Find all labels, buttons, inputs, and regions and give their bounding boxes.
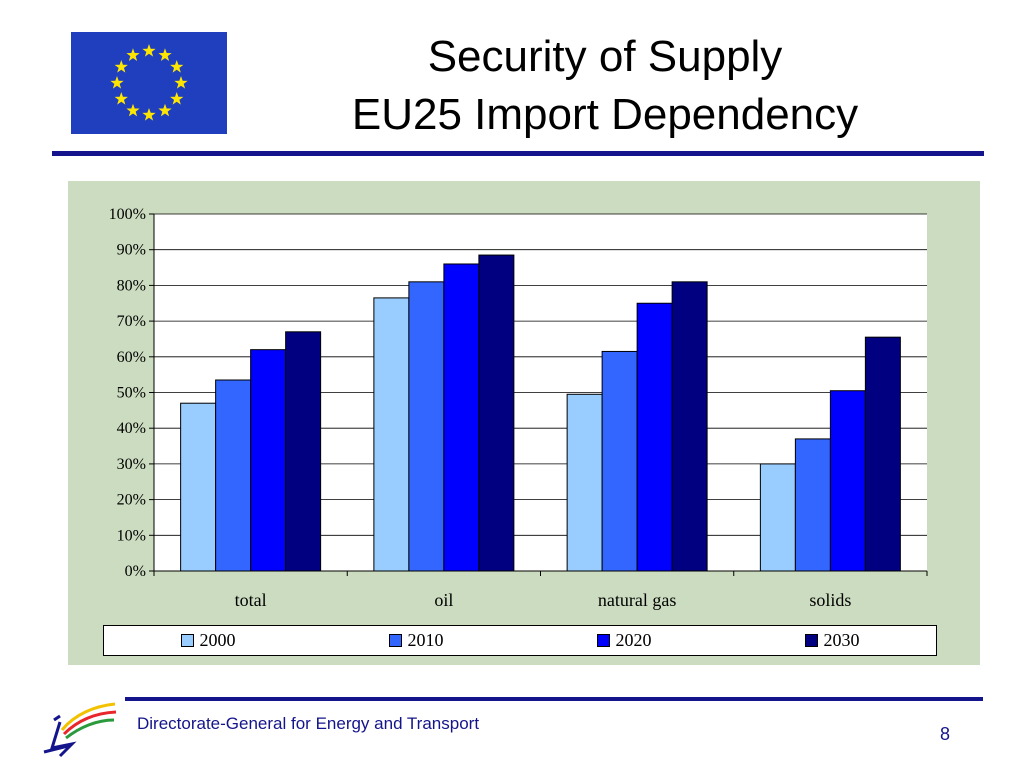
flag-star-icon [126,103,140,117]
bars [180,254,901,572]
x-tick-label: total [235,590,267,610]
page-number: 8 [940,724,951,744]
y-tick-label: 100% [109,206,146,223]
bar-2010-total [215,379,252,572]
legend-label: 2030 [823,630,860,650]
y-tick-label: 50% [117,385,146,402]
x-tick-label: solids [809,590,851,610]
flag-star-icon [114,60,128,73]
legend-item: 2010 [312,630,520,651]
bottom-divider [125,697,983,701]
y-tick-label: 60% [117,349,146,366]
flag-star-icon [142,44,156,57]
bar-2020-solids [829,390,866,572]
legend-item: 2000 [104,630,312,651]
flag-star-icon [170,92,184,105]
bar-chart: 0% 10% 20% 30% 40% 50% 60% 70% 80% 90% 100% total o… [109,206,928,610]
flag-star-icon [174,76,188,89]
slide-title: Security of Supply EU25 Import Dependenc… [230,28,980,144]
bar-2020-natural-gas [636,302,673,572]
title-line-2: EU25 Import Dependency [351,90,859,139]
y-tick-label: 30% [117,456,146,473]
top-divider [52,151,984,156]
legend-label: 2010 [407,630,444,650]
bar-2020-oil [443,263,480,572]
y-tick-label: 20% [117,492,146,509]
y-tick-label: 90% [117,242,146,259]
legend-item: 2020 [520,630,728,651]
legend-swatch [804,634,818,647]
chart-legend: 2000 2010 2020 2030 [103,625,937,656]
x-tick-label: natural gas [598,590,676,610]
legend-swatch [596,634,610,647]
bar-2020-total [250,349,287,572]
bar-2030-solids [864,336,901,572]
bar-2030-total [285,331,322,572]
flag-star-icon [158,48,172,61]
flag-star-icon [114,92,128,105]
bar-2030-oil [478,254,515,572]
eu-flag-logo [71,32,227,134]
flag-star-icon [158,103,172,117]
y-tick-label: 0% [125,563,146,580]
legend-swatch [388,634,402,647]
chart-panel: 0% 10% 20% 30% 40% 50% 60% 70% 80% 90% 100% total o… [68,181,980,665]
bar-2030-natural-gas [671,281,708,572]
eu-flag-stars [110,44,188,121]
legend-label: 2000 [199,630,236,650]
y-tick-label: 80% [117,277,146,294]
legend-label: 2020 [615,630,652,650]
footer-organization: Directorate-General for Energy and Trans… [137,714,480,733]
legend-item: 2030 [728,630,936,651]
flag-star-icon [126,48,140,61]
y-tick-label: 10% [117,527,146,544]
y-axis-ticks: 0% 10% 20% 30% 40% 50% 60% 70% 80% 90% 100% [109,206,154,580]
flag-star-icon [170,60,184,73]
flag-star-icon [142,108,156,121]
bar-2000-solids [759,463,796,572]
flag-star-icon [110,76,124,89]
bar-2000-total [180,402,217,572]
y-tick-label: 40% [117,420,146,437]
y-tick-label: 70% [117,313,146,330]
bar-2000-natural-gas [566,393,603,572]
legend-swatch [180,634,194,647]
bar-2010-natural-gas [601,350,638,572]
bar-2010-oil [408,281,445,572]
x-axis-ticks: total oil natural gas solids [153,571,928,610]
dg-energy-logo [43,702,117,758]
bar-2010-solids [794,438,831,572]
title-line-1: Security of Supply [427,32,783,81]
bar-2000-oil [373,297,410,572]
x-tick-label: oil [434,590,453,610]
